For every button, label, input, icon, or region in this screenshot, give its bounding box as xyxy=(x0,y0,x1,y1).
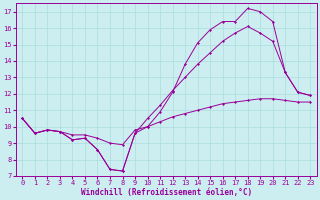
X-axis label: Windchill (Refroidissement éolien,°C): Windchill (Refroidissement éolien,°C) xyxy=(81,188,252,197)
